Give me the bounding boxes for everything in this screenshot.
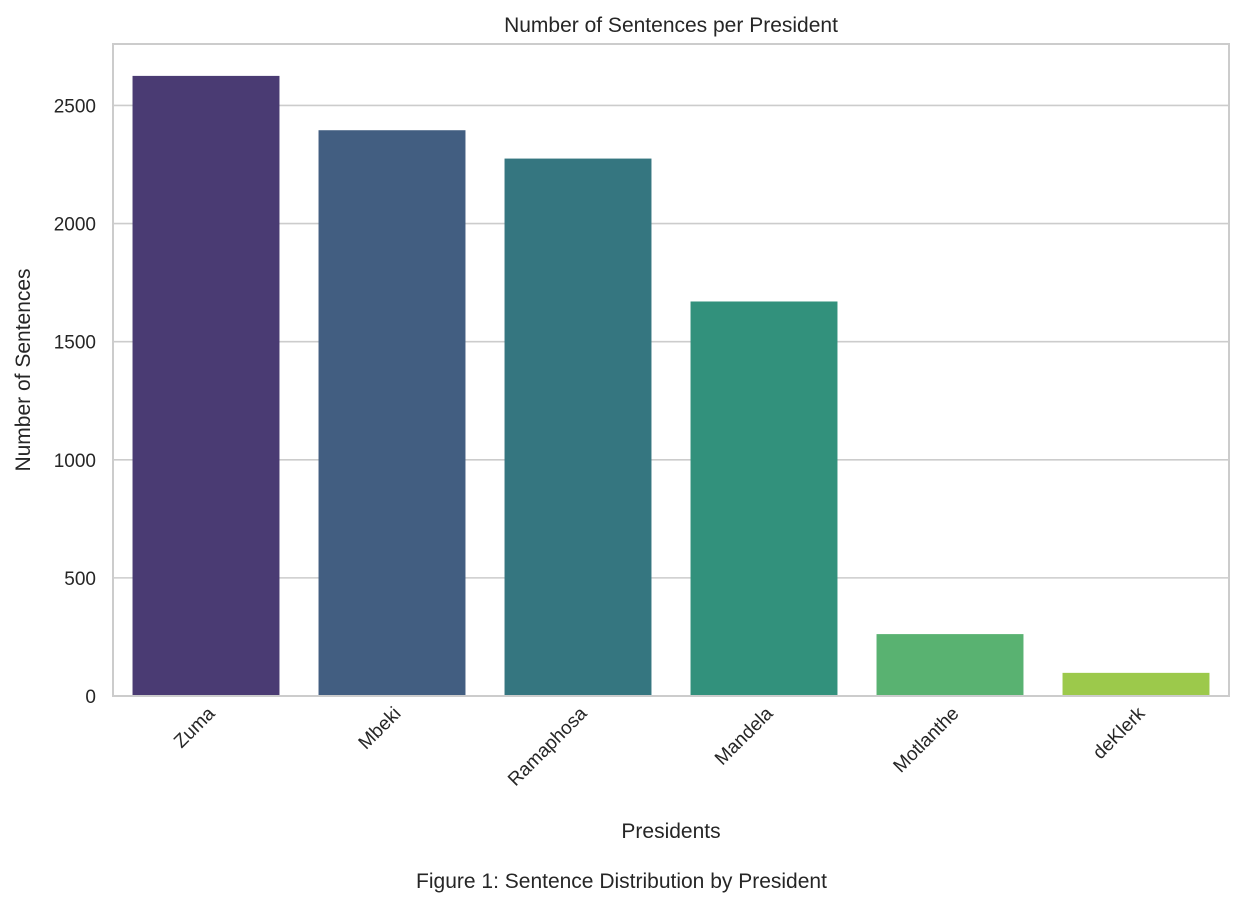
figure-caption: Figure 1: Sentence Distribution by Presi… [416, 870, 827, 893]
x-tick-label: deKlerk [1089, 703, 1150, 764]
plot-frame [112, 43, 1230, 697]
bar [690, 301, 838, 696]
bar [876, 634, 1024, 696]
bar [132, 75, 280, 697]
y-gridlines [113, 104, 1229, 579]
bars [132, 75, 1210, 697]
x-tick-labels: Zuma Mbeki Ramaphosa Mandela Motlanthe deKler… [170, 703, 1150, 791]
y-axis-label: Number of Sentences [12, 268, 35, 471]
x-axis-label: Presidents [621, 820, 720, 843]
x-tick-label: Motlanthe [890, 703, 964, 777]
y-tick-label: 0 [85, 687, 96, 708]
y-tick-labels: 0 500 1000 1500 2000 2500 [54, 96, 96, 708]
bar [1062, 672, 1210, 696]
bar [504, 158, 652, 697]
x-tick-label: Mandela [711, 703, 778, 770]
y-tick-label: 1000 [54, 451, 96, 472]
y-tick-label: 500 [64, 569, 96, 590]
bar [318, 130, 466, 697]
x-tick-label: Zuma [170, 703, 219, 752]
chart-title: Number of Sentences per President [504, 14, 838, 37]
y-tick-label: 2500 [54, 96, 96, 117]
y-tick-label: 1500 [54, 333, 96, 354]
y-tick-label: 2000 [54, 215, 96, 236]
x-tick-label: Ramaphosa [504, 703, 592, 791]
x-tick-label: Mbeki [355, 703, 406, 754]
